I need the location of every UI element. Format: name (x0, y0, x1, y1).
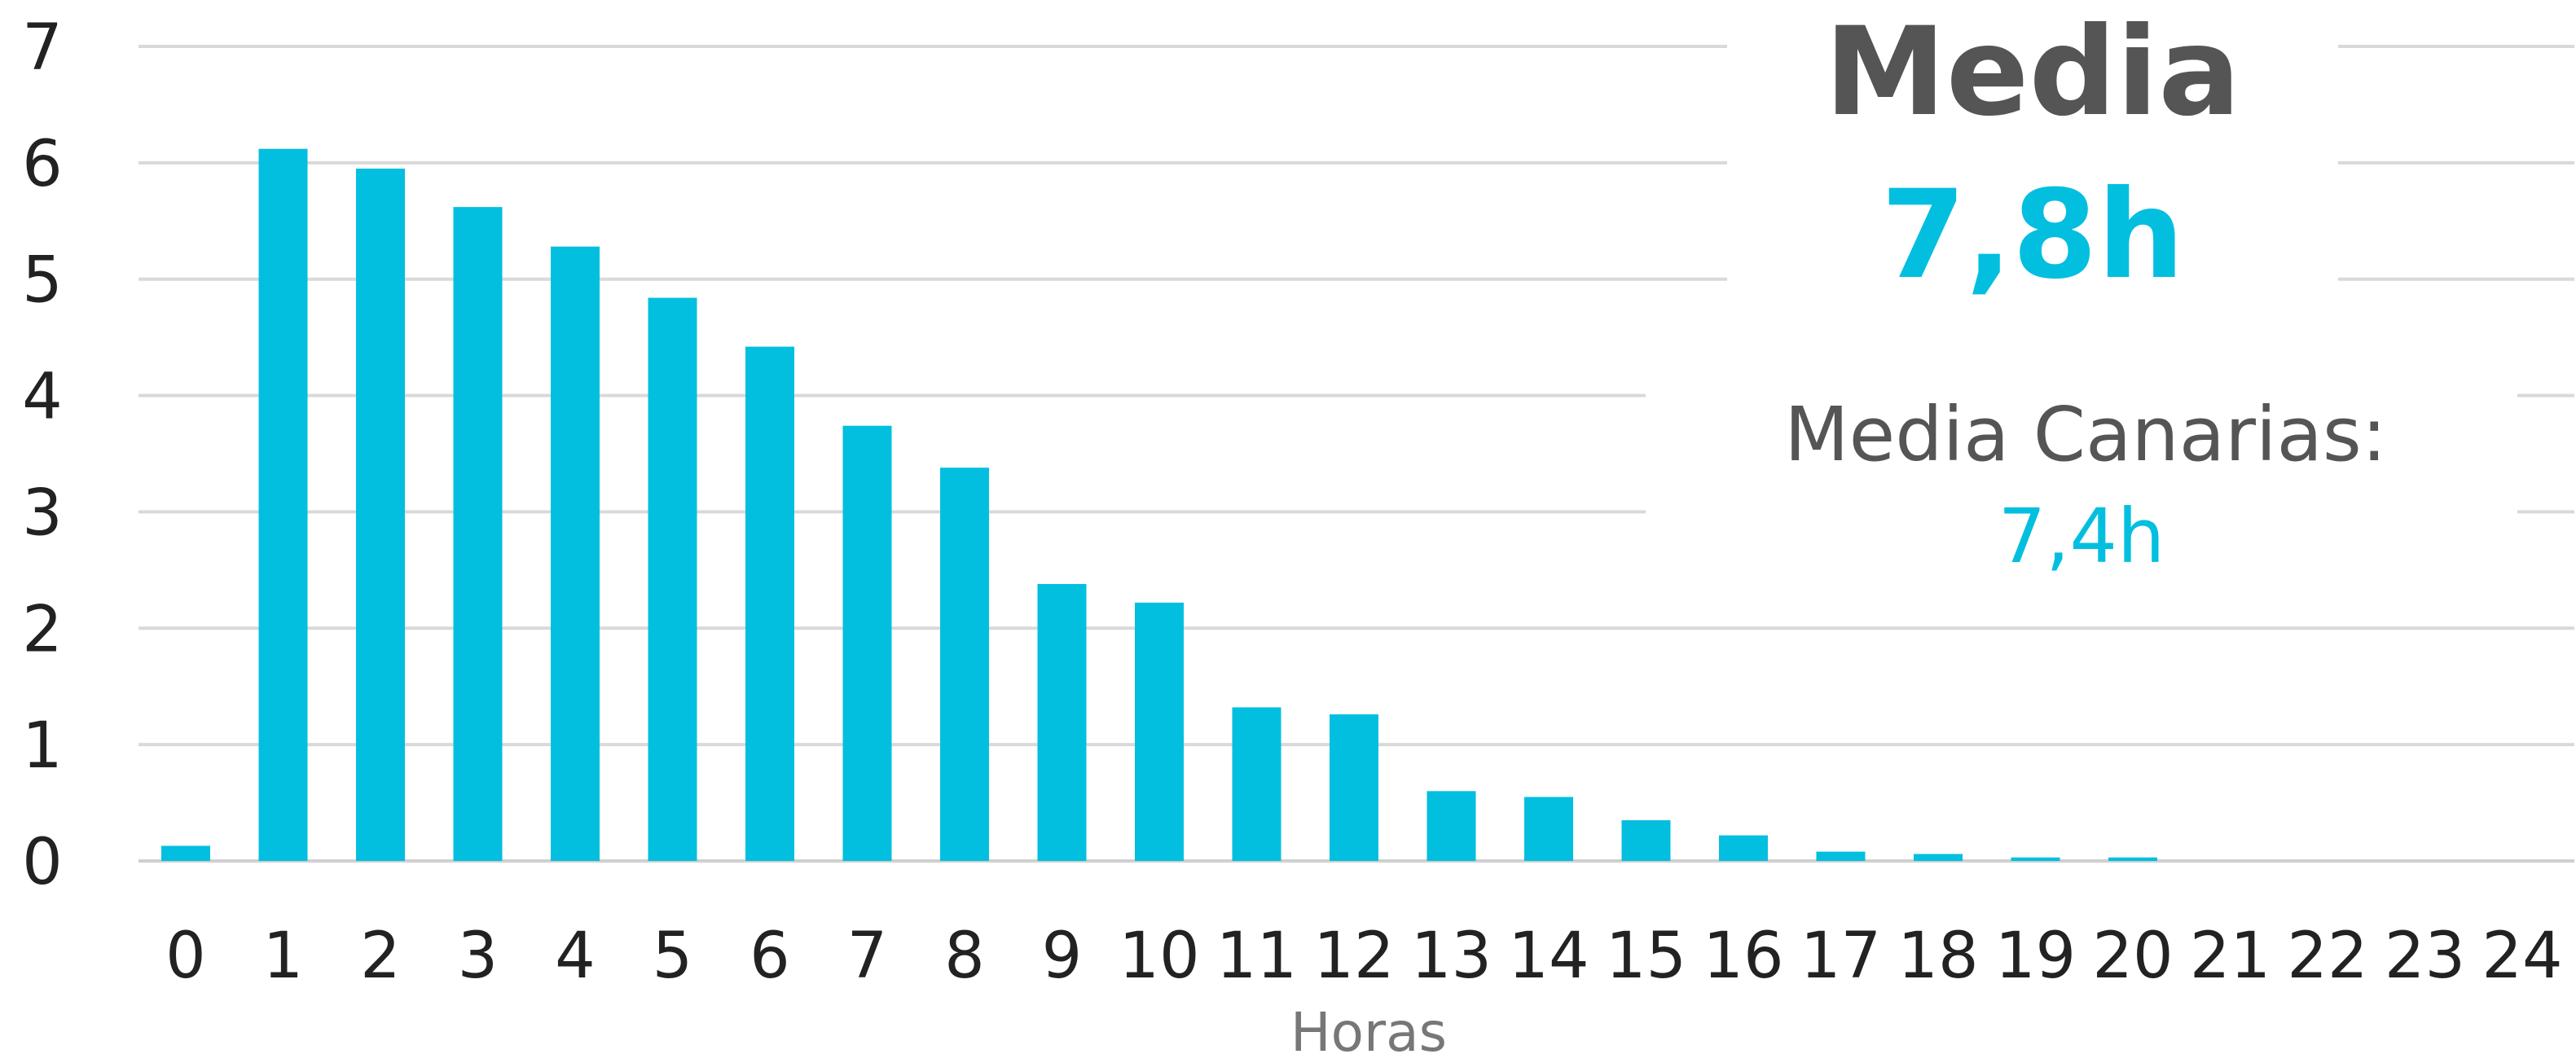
bar-hour-8 (940, 468, 989, 861)
gridlines (138, 45, 2574, 863)
bar-hour-5 (648, 297, 697, 862)
reference-value: 7,4h (1998, 493, 2165, 580)
bar-hour-3 (453, 207, 503, 862)
reference-label: Media Canarias: (1784, 391, 2387, 478)
x-tick-label: 18 (1897, 920, 1978, 993)
bar-hour-0 (161, 845, 210, 861)
x-tick-label: 13 (1411, 920, 1492, 993)
bar-hour-2 (356, 169, 405, 861)
bars (161, 148, 2157, 862)
x-tick-label: 7 (847, 920, 888, 993)
y-tick-label: 5 (22, 244, 63, 318)
bar-hour-4 (551, 246, 600, 861)
x-tick-label: 0 (165, 920, 206, 993)
bar-hour-7 (842, 425, 892, 861)
x-axis-label: Horas (1290, 1001, 1447, 1054)
bar-hour-16 (1719, 835, 1768, 861)
y-tick-label: 0 (22, 826, 63, 899)
x-tick-label: 8 (944, 920, 985, 993)
average-value: 7,8h (1881, 165, 2185, 306)
bar-hour-15 (1621, 820, 1671, 861)
x-tick-label: 11 (1216, 920, 1297, 993)
bar-hour-14 (1524, 797, 1573, 861)
x-tick-label: 16 (1703, 920, 1783, 993)
x-tick-label: 12 (1313, 920, 1394, 993)
y-tick-label: 4 (22, 361, 63, 434)
x-tick-label: 23 (2385, 920, 2465, 993)
x-tick-label: 10 (1119, 920, 1199, 993)
bar-hour-11 (1232, 707, 1281, 861)
x-tick-label: 6 (750, 920, 790, 993)
y-tick-label: 3 (22, 476, 63, 550)
x-tick-label: 17 (1800, 920, 1881, 993)
bar-hour-1 (258, 148, 308, 861)
bar-hour-17 (1816, 851, 1866, 861)
x-tick-label: 9 (1042, 920, 1083, 993)
x-tick-label: 15 (1606, 920, 1686, 993)
x-tick-label: 21 (2190, 920, 2270, 993)
average-title: Media (1824, 2, 2240, 143)
x-tick-label: 2 (360, 920, 401, 993)
bar-hour-6 (745, 346, 794, 862)
summary-panel-bg (1727, 0, 2338, 310)
bar-hour-12 (1330, 714, 1378, 861)
y-tick-label: 2 (22, 593, 63, 666)
y-tick-label: 1 (22, 709, 63, 783)
bar-hour-18 (1914, 854, 1963, 861)
x-tick-label: 5 (653, 920, 693, 993)
x-tick-label: 4 (555, 920, 596, 993)
x-tick-label: 1 (263, 920, 304, 993)
bar-hour-19 (2011, 857, 2060, 861)
x-tick-label: 19 (1995, 920, 2076, 993)
y-tick-label: 7 (22, 11, 63, 85)
x-tick-label: 20 (2092, 920, 2173, 993)
x-tick-label: 22 (2287, 920, 2367, 993)
bar-hour-20 (2108, 857, 2157, 861)
bar-hour-10 (1135, 602, 1184, 861)
bar-hour-13 (1426, 791, 1476, 861)
bar-hour-9 (1037, 584, 1087, 861)
x-tick-label: 14 (1508, 920, 1589, 993)
x-tick-label: 24 (2481, 920, 2562, 993)
reference-panel-bg (1646, 358, 2517, 603)
y-tick-label: 6 (22, 128, 63, 201)
y-axis-ticks: 0 1 2 3 4 5 6 7 (22, 11, 63, 899)
x-tick-label: 3 (458, 920, 499, 993)
x-axis-ticks: 0 1 2 3 4 5 6 7 8 9 10 11 12 13 14 15 16 17 18 19 20 21 22 23 24 (165, 920, 2562, 993)
